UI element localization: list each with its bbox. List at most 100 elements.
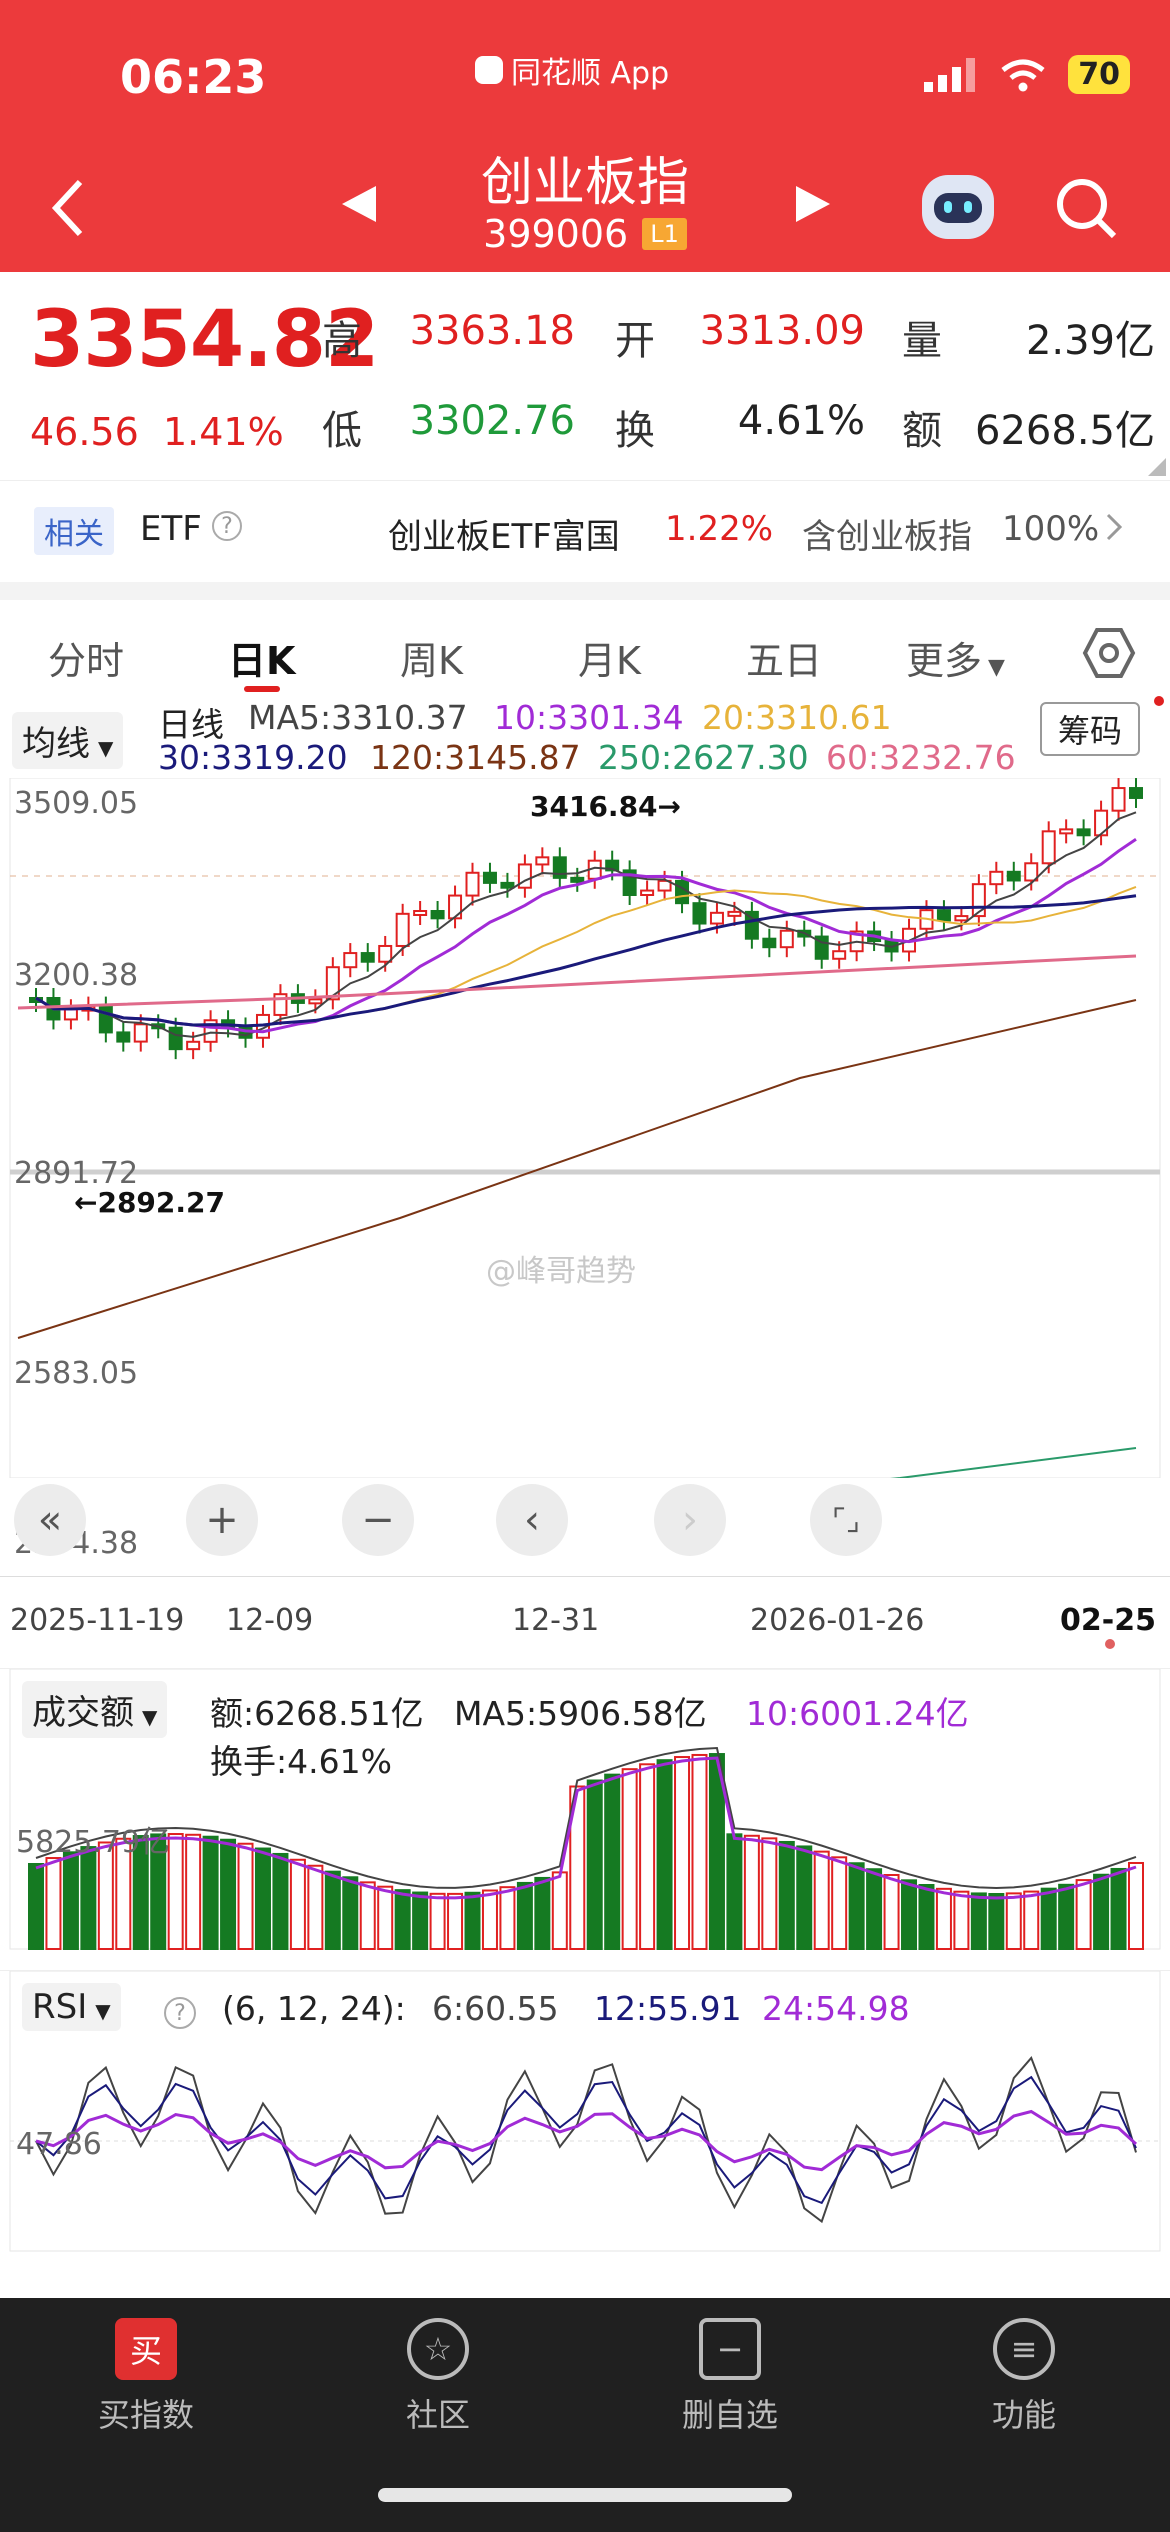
candle-body bbox=[954, 915, 969, 922]
ma250-value: 250:2627.30 bbox=[598, 738, 809, 777]
volume-selector[interactable]: 成交额 ▼ bbox=[22, 1681, 168, 1738]
expand-corner-icon[interactable] bbox=[1148, 458, 1166, 476]
index-code: 399006 bbox=[483, 212, 629, 256]
ma20-value: 20:3310.61 bbox=[702, 698, 892, 737]
candle-body bbox=[779, 929, 794, 949]
zoom-out-button[interactable]: − bbox=[342, 1484, 414, 1556]
x-label-4: 2026-01-26 bbox=[750, 1603, 925, 1638]
x-label-3: 12-31 bbox=[512, 1603, 600, 1638]
ma-selector[interactable]: 均线 ▼ bbox=[12, 712, 124, 769]
related-etf-row[interactable]: 相关 ETF ? 创业板ETF富国 1.22% 含创业板指 100% bbox=[0, 480, 1170, 572]
candle-body bbox=[500, 881, 515, 889]
double-chevron-left-icon: « bbox=[37, 1497, 63, 1543]
page-title: 创业板指 bbox=[480, 153, 689, 213]
volume-bar bbox=[534, 1876, 551, 1950]
candle-body bbox=[989, 870, 1004, 886]
ma60-line bbox=[17, 954, 1137, 1010]
etf-label: ETF bbox=[140, 509, 202, 549]
caret-down-icon: ▼ bbox=[142, 1705, 158, 1729]
level-badge: L1 bbox=[642, 218, 687, 250]
rsi-selector[interactable]: RSI ▼ bbox=[22, 1983, 121, 2031]
settings-hex-icon[interactable] bbox=[1082, 626, 1136, 680]
volume-bar bbox=[429, 1892, 446, 1950]
low-marker: ←2892.27 bbox=[74, 1186, 225, 1219]
open-value: 3313.09 bbox=[699, 308, 865, 354]
chevron-left-icon: ‹ bbox=[524, 1497, 540, 1543]
ma10-value: 10:3301.34 bbox=[494, 698, 684, 737]
high-label: 高 bbox=[322, 318, 362, 364]
bottom-nav: 买 买指数 ☆ 社区 − 删自选 ≡ 功能 bbox=[0, 2298, 1170, 2532]
candle-body bbox=[762, 937, 777, 949]
status-app-indicator[interactable]: 同花顺 App bbox=[475, 48, 669, 92]
x-label-1: 2025-11-19 bbox=[10, 1603, 185, 1638]
nav-remove-watchlist[interactable]: − 删自选 bbox=[630, 2318, 830, 2436]
tab-monthly-k[interactable]: 月K bbox=[578, 639, 641, 683]
rsi-frame bbox=[9, 1971, 1161, 2252]
volume-bar bbox=[1005, 1892, 1022, 1951]
volume-ma10-line bbox=[35, 1756, 1137, 1900]
volume-bar bbox=[377, 1885, 394, 1950]
tab-weekly-k[interactable]: 周K bbox=[400, 639, 463, 683]
volume-bar bbox=[621, 1768, 638, 1950]
tab-daily-k[interactable]: 日K bbox=[228, 639, 296, 683]
help-icon[interactable]: ? bbox=[164, 1997, 196, 2029]
volume-bar bbox=[743, 1834, 760, 1950]
candle-body bbox=[413, 909, 428, 916]
candle-body bbox=[325, 966, 340, 1001]
rsi-panel: RSI ▼ ? (6, 12, 24): 6:60.55 12:55.91 24:… bbox=[0, 1970, 1170, 2260]
prev-index-icon[interactable] bbox=[342, 186, 378, 222]
fullscreen-button[interactable]: ⌜⌟ bbox=[810, 1484, 882, 1556]
tab-five-day[interactable]: 五日 bbox=[746, 639, 823, 683]
ma250-line bbox=[889, 1447, 1137, 1478]
rsi-chart[interactable] bbox=[0, 1971, 1170, 2261]
price-change: 46.56 1.41% bbox=[30, 410, 284, 454]
volume-bar bbox=[813, 1850, 830, 1950]
volume-bar bbox=[167, 1833, 184, 1950]
scroll-right-button[interactable]: › bbox=[654, 1484, 726, 1556]
volume-bar bbox=[499, 1886, 516, 1951]
assistant-robot-icon[interactable] bbox=[922, 175, 994, 239]
nav-functions[interactable]: ≡ 功能 bbox=[924, 2318, 1124, 2436]
x-axis: 2025-11-19 12-09 12-31 2026-01-26 02-25 bbox=[0, 1576, 1170, 1649]
volume-bar bbox=[28, 1863, 44, 1950]
status-app-name: 同花顺 App bbox=[511, 56, 670, 91]
period-tabs: 分时 日K 周K 月K 五日 更多 ▼ bbox=[0, 582, 1170, 694]
candle-body bbox=[1024, 862, 1039, 882]
candle-body bbox=[709, 911, 724, 925]
chip-distribution-button[interactable]: 筹码 bbox=[1040, 702, 1141, 756]
volume-bar bbox=[185, 1833, 202, 1951]
volume-bar bbox=[831, 1856, 848, 1951]
tab-more[interactable]: 更多 ▼ bbox=[906, 630, 1005, 685]
volume-amount: 额:6268.51亿 bbox=[210, 1694, 424, 1733]
nav-community[interactable]: ☆ 社区 bbox=[338, 2318, 538, 2436]
ma5-line bbox=[35, 811, 1137, 1038]
scroll-left-fast-button[interactable]: « bbox=[14, 1484, 86, 1556]
search-icon[interactable] bbox=[1054, 176, 1118, 240]
ma30-line bbox=[35, 894, 1137, 1028]
candle-body bbox=[1006, 870, 1021, 882]
candle-body bbox=[1094, 809, 1109, 837]
volume-bar bbox=[359, 1881, 376, 1951]
ma120-value: 120:3145.87 bbox=[370, 738, 581, 777]
caret-down-icon: ▼ bbox=[988, 655, 1005, 680]
scroll-left-button[interactable]: ‹ bbox=[496, 1484, 568, 1556]
candle-body bbox=[570, 876, 585, 883]
ma30-value: 30:3319.20 bbox=[158, 738, 348, 777]
back-icon[interactable] bbox=[50, 178, 86, 238]
tab-intraday[interactable]: 分时 bbox=[48, 639, 125, 683]
help-icon[interactable]: ? bbox=[212, 511, 242, 541]
header-bar: 06:23 同花顺 App 70 创业板指 399006 L1 bbox=[0, 0, 1170, 272]
nav-buy-index[interactable]: 买 买指数 bbox=[46, 2318, 246, 2436]
volume-bar bbox=[970, 1892, 987, 1950]
volume-bar bbox=[132, 1835, 149, 1951]
volume-y-label: 5825.79亿 bbox=[16, 1825, 171, 1860]
etf-contain-label: 含创业板指 bbox=[802, 517, 972, 557]
next-index-icon[interactable] bbox=[796, 186, 832, 222]
kline-chart[interactable] bbox=[0, 778, 1170, 1478]
volume-chart[interactable] bbox=[0, 1669, 1170, 1959]
volume-bar bbox=[796, 1845, 813, 1950]
related-tag: 相关 bbox=[34, 507, 114, 555]
zoom-in-button[interactable]: + bbox=[186, 1484, 258, 1556]
y-label-4: 2583.05 bbox=[14, 1356, 139, 1391]
volume-bar bbox=[1058, 1883, 1075, 1950]
